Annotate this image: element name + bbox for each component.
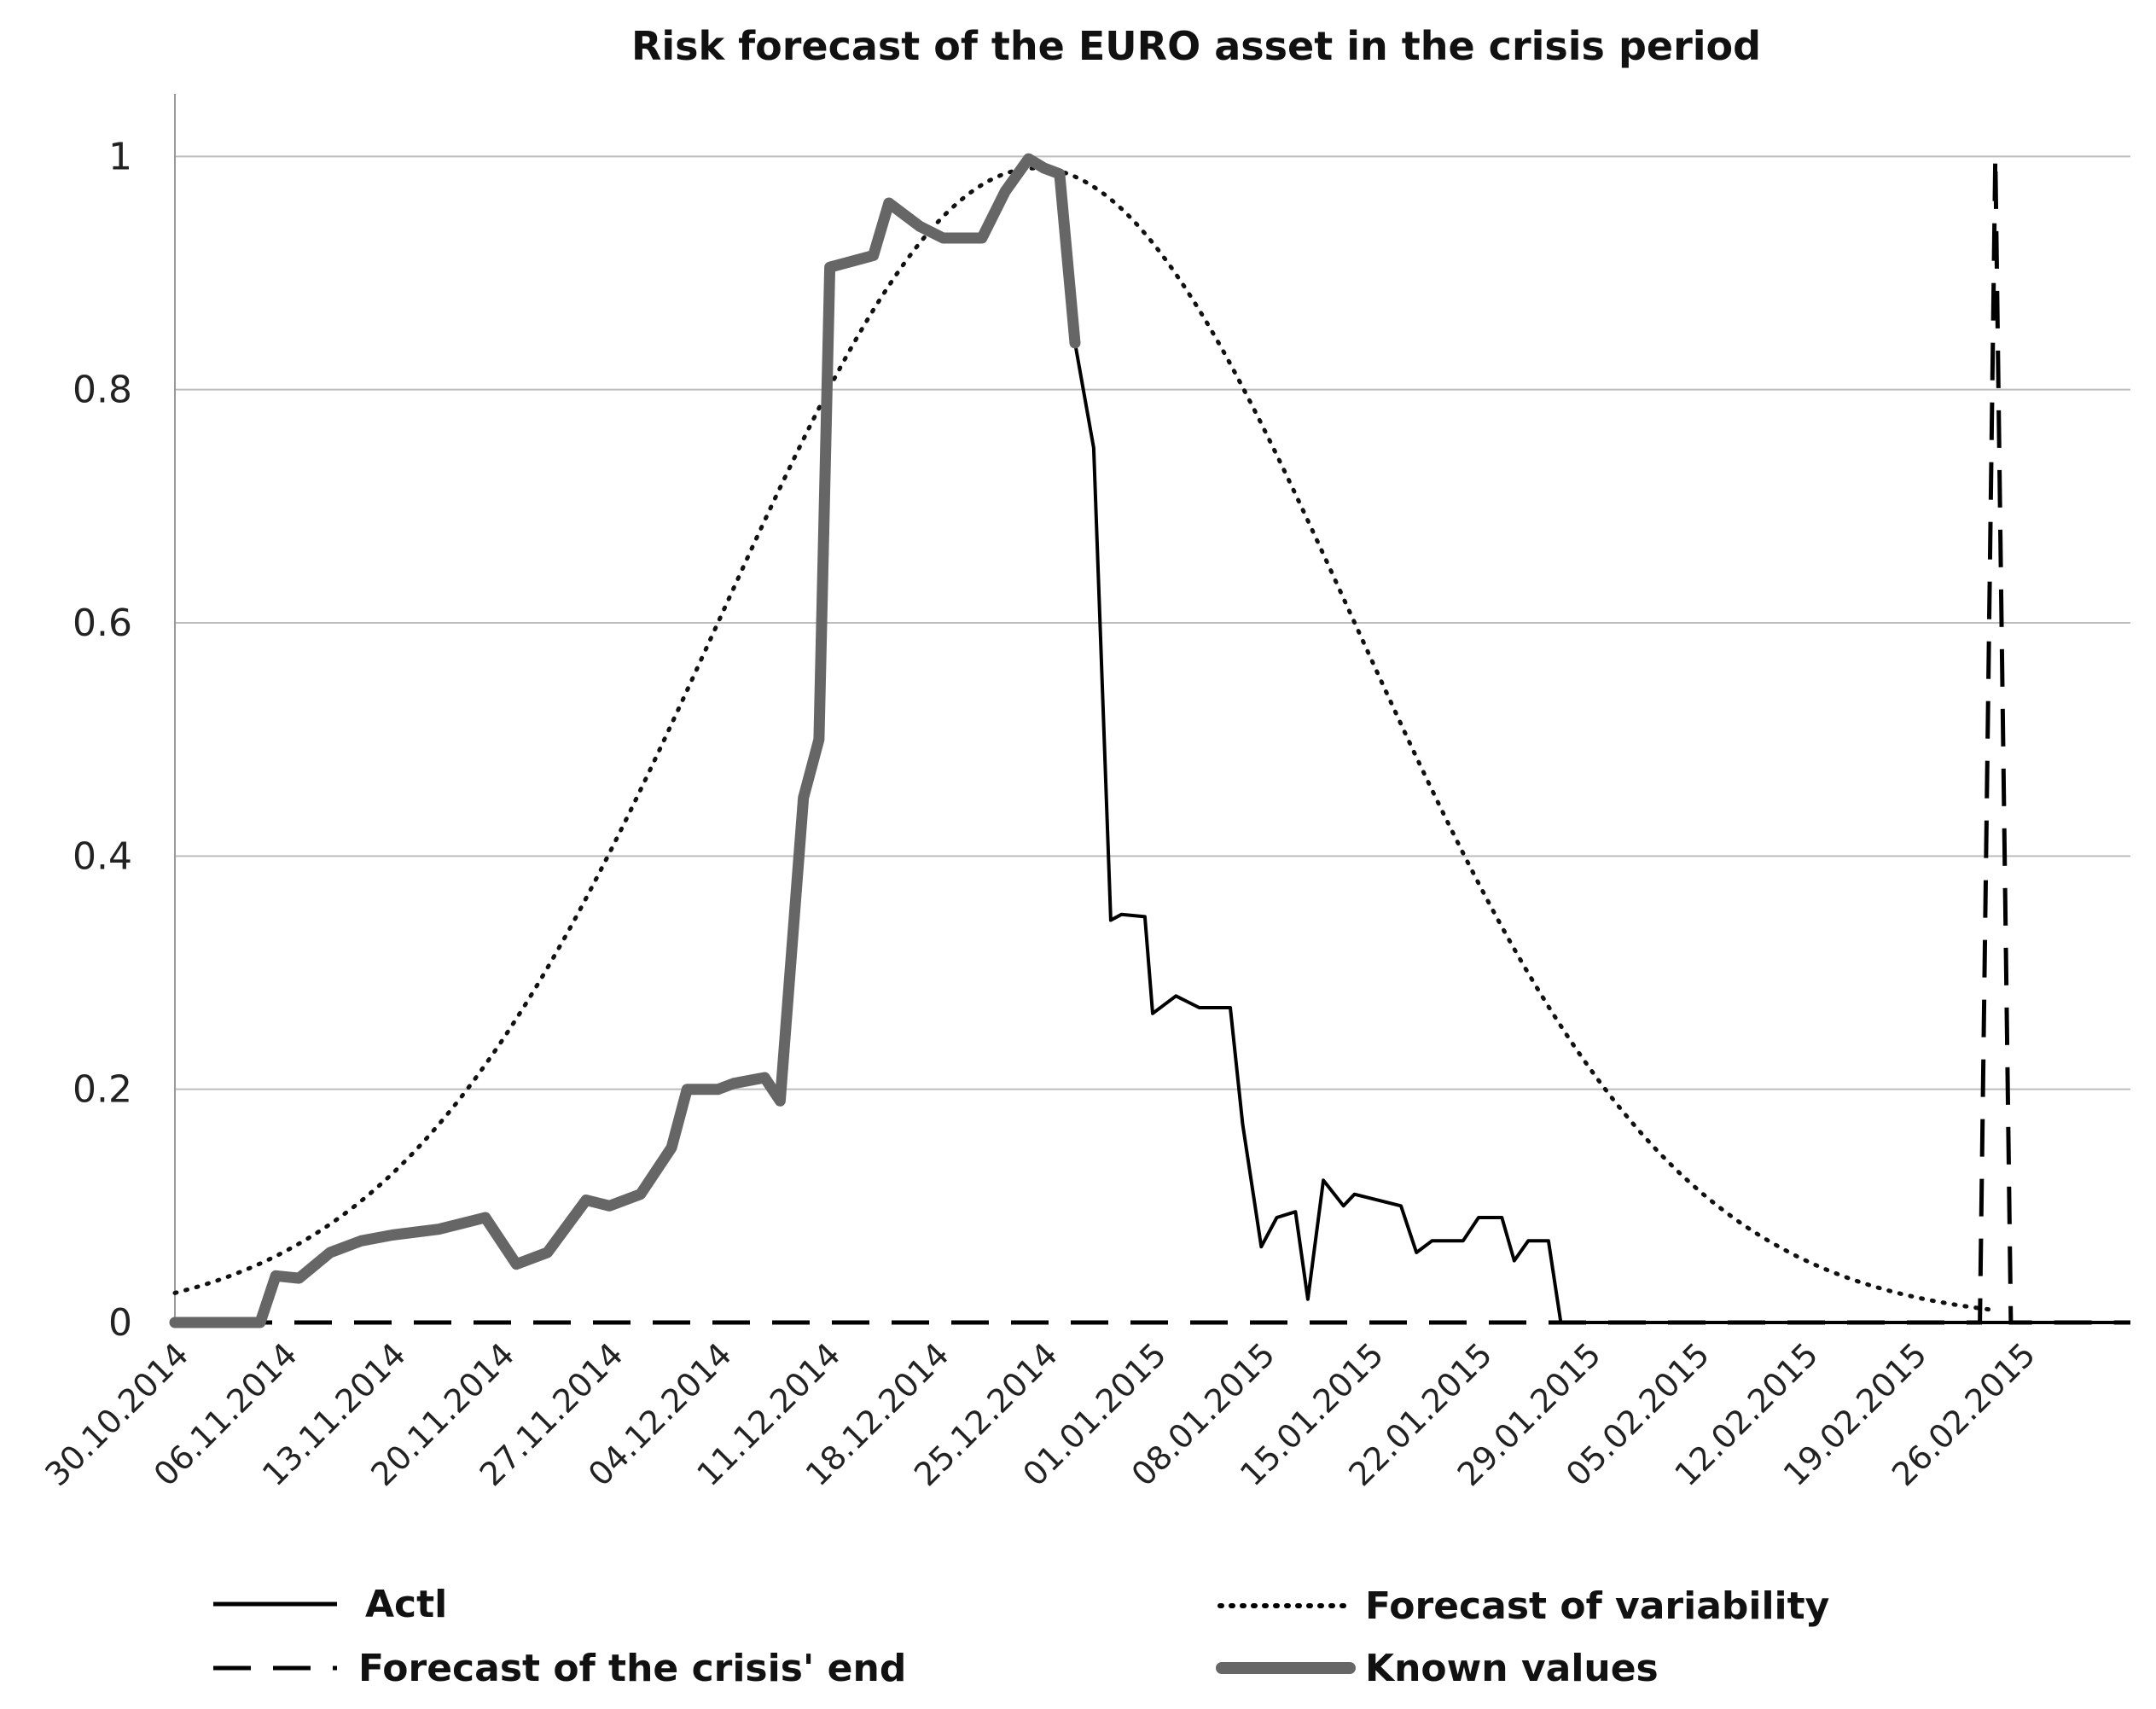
legend: Actl Forecast of the crisis' end Forecas… <box>213 1583 1829 1690</box>
legend-label-crisis-end: Forecast of the crisis' end <box>358 1647 906 1690</box>
x-ticks: 30.10.201406.11.201413.11.201420.11.2014… <box>38 1335 2043 1493</box>
y-tick-label: 0 <box>108 1301 132 1345</box>
y-tick-label: 0.8 <box>73 369 132 412</box>
y-tick-label: 0.4 <box>73 834 132 878</box>
series-known-values <box>169 153 1081 1328</box>
grid <box>175 155 2130 1090</box>
legend-label-variability: Forecast of variability <box>1365 1584 1829 1628</box>
series-forecast-crisis-end <box>175 156 2130 1325</box>
y-ticks: 0 0.2 0.4 0.6 0.8 1 <box>73 135 132 1345</box>
legend-label-actl: Actl <box>365 1583 447 1626</box>
series-layer <box>169 153 2130 1328</box>
series-forecast-of-variability <box>172 166 1993 1312</box>
chart-title: Risk forecast of the EURO asset in the c… <box>631 23 1761 69</box>
y-tick-label: 1 <box>108 135 132 178</box>
legend-label-known: Known values <box>1365 1647 1659 1690</box>
series-actl <box>175 157 2130 1324</box>
y-tick-label: 0.2 <box>73 1068 132 1112</box>
y-tick-label: 0.6 <box>73 602 132 645</box>
